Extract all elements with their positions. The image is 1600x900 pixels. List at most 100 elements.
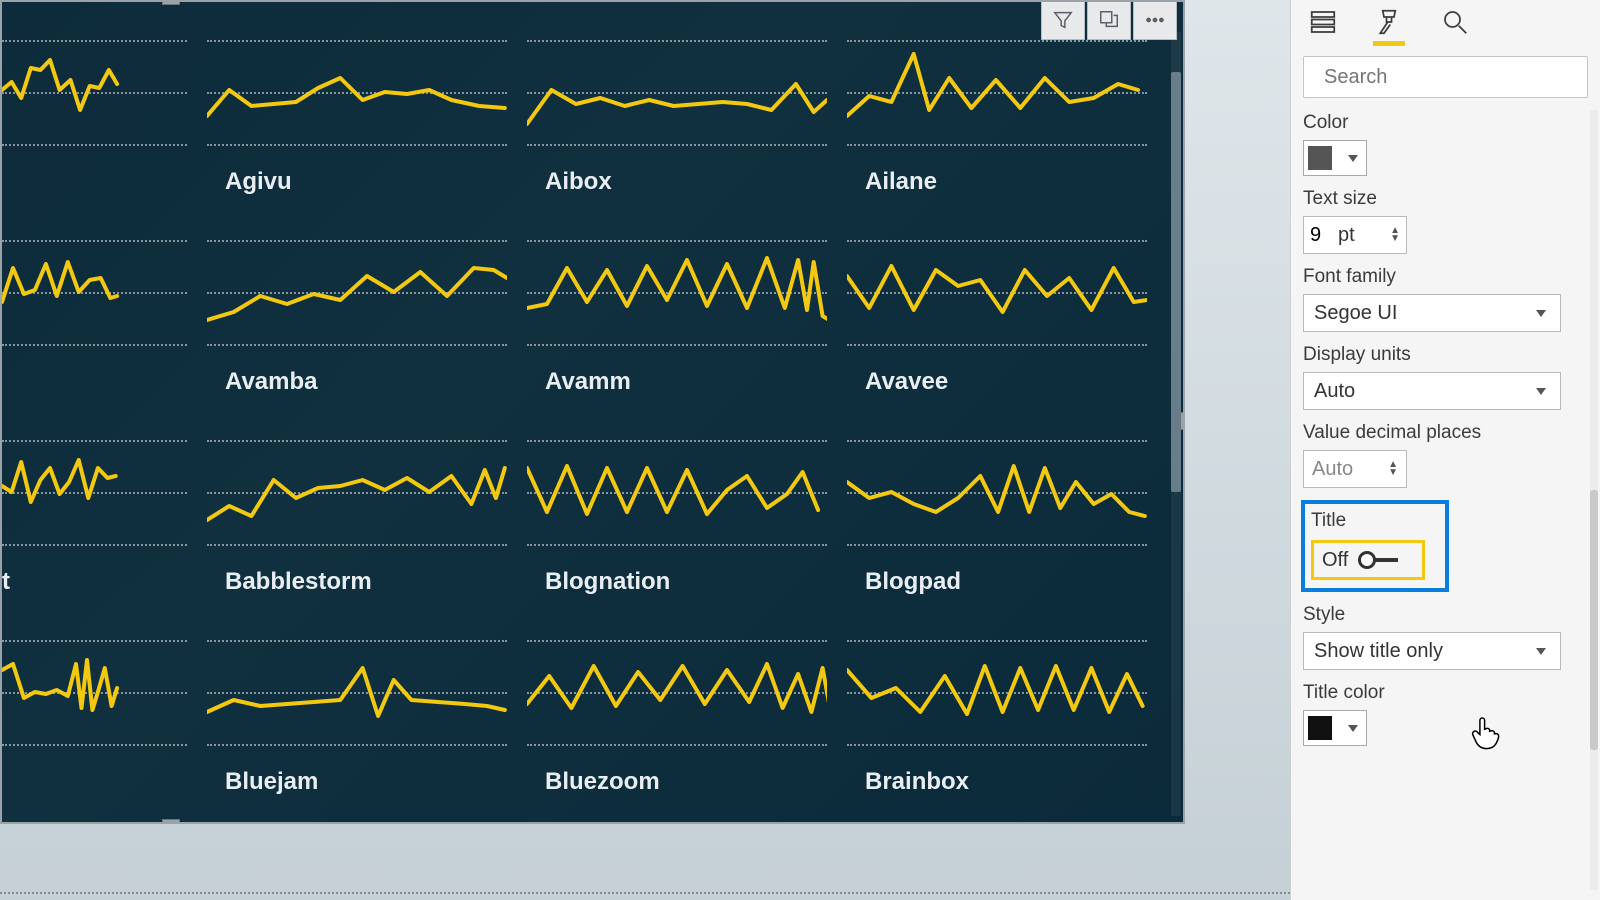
format-pane: Color Text size 9 pt ▲▼ Font family Sego…: [1290, 0, 1600, 900]
value-decimal-label: Value decimal places: [1303, 422, 1588, 444]
sparkline-label: Bluezoom: [545, 768, 660, 796]
chevron-down-icon: [1536, 310, 1546, 317]
sparkline-cell[interactable]: Babblestorm: [207, 420, 507, 620]
small-multiples-grid: Agivu Aibox Ailane Avamba Avamm Avavee t Babble…: [2, 20, 1163, 814]
sparkline-label: Bluejam: [225, 768, 318, 796]
chevron-down-icon: [1348, 725, 1358, 732]
sparkline-cell[interactable]: Blogpad: [847, 420, 1147, 620]
text-size-label: Text size: [1303, 188, 1588, 210]
sparkline-label: Aibox: [545, 168, 612, 196]
sparkline-cell[interactable]: Brainbox: [847, 620, 1147, 820]
sparkline-cell[interactable]: t: [2, 420, 187, 620]
fields-tab-icon[interactable]: [1305, 4, 1341, 40]
sparkline-cell[interactable]: Ailane: [847, 20, 1147, 220]
title-color-field: Title color: [1303, 682, 1588, 746]
sparkline-cell[interactable]: Bluezoom: [527, 620, 827, 820]
resize-handle-top[interactable]: [162, 0, 180, 5]
sparkline-label: Ailane: [865, 168, 937, 196]
sparkline-plot: [847, 20, 1147, 160]
style-label: Style: [1303, 604, 1588, 626]
sparkline-plot: [847, 220, 1147, 360]
sparkline-plot: [847, 420, 1147, 560]
chevron-down-icon: [1536, 648, 1546, 655]
pane-scrollbar[interactable]: [1590, 110, 1598, 890]
display-units-value: Auto: [1314, 380, 1355, 403]
text-size-unit: pt: [1338, 224, 1355, 247]
value-decimal-value: Auto: [1312, 458, 1353, 481]
title-toggle[interactable]: Off: [1311, 540, 1425, 580]
text-size-field: Text size 9 pt ▲▼: [1303, 188, 1588, 254]
sparkline-label: Avavee: [865, 368, 948, 396]
filter-icon-button[interactable]: [1041, 0, 1085, 40]
sparkline-plot: [847, 620, 1147, 760]
sparkline-label: t: [2, 568, 10, 596]
sparkline-cell[interactable]: [2, 220, 187, 420]
sparkline-label: Brainbox: [865, 768, 969, 796]
sparkline-plot: [207, 620, 507, 760]
resize-handle-bottom[interactable]: [162, 819, 180, 824]
sparkline-label: Babblestorm: [225, 568, 372, 596]
sparkline-cell[interactable]: Aibox: [527, 20, 827, 220]
font-family-select[interactable]: Segoe UI: [1303, 294, 1561, 332]
title-color-label: Title color: [1303, 682, 1588, 704]
sparkline-cell[interactable]: Agivu: [207, 20, 507, 220]
sparkline-plot: [207, 20, 507, 160]
sparkline-label: Avamba: [225, 368, 317, 396]
chevron-down-icon: [1536, 388, 1546, 395]
sparkline-plot: [527, 620, 827, 760]
value-decimal-field: Value decimal places Auto ▲▼: [1303, 422, 1588, 488]
pane-scrollbar-thumb[interactable]: [1590, 490, 1598, 750]
color-field: Color: [1303, 112, 1588, 176]
text-size-stepper[interactable]: ▲▼: [1390, 227, 1400, 243]
analytics-tab-icon[interactable]: [1437, 4, 1473, 40]
sparkline-cell[interactable]: Avamba: [207, 220, 507, 420]
color-picker[interactable]: [1303, 140, 1367, 176]
more-options-icon-button[interactable]: [1133, 0, 1177, 40]
format-tab-icon[interactable]: [1371, 4, 1407, 40]
title-color-swatch: [1308, 716, 1332, 740]
sparkline-cell[interactable]: Avavee: [847, 220, 1147, 420]
sparkline-cell[interactable]: Avamm: [527, 220, 827, 420]
font-family-label: Font family: [1303, 266, 1588, 288]
chevron-down-icon: [1348, 155, 1358, 162]
style-field: Style Show title only: [1303, 604, 1588, 670]
sparkline-cell[interactable]: Blognation: [527, 420, 827, 620]
resize-handle-right[interactable]: [1180, 412, 1185, 430]
text-size-input[interactable]: 9 pt ▲▼: [1303, 216, 1407, 254]
color-swatch: [1308, 146, 1332, 170]
toggle-switch-icon: [1356, 551, 1400, 569]
sparkline-cell[interactable]: [2, 20, 187, 220]
sparkline-plot: [207, 420, 507, 560]
sparkline-plot: [2, 420, 187, 560]
sparkline-cell[interactable]: Bluejam: [207, 620, 507, 820]
sparkline-plot: [2, 20, 187, 160]
sparkline-plot: [2, 620, 187, 760]
display-units-field: Display units Auto: [1303, 344, 1588, 410]
format-search-input[interactable]: [1324, 66, 1589, 89]
title-section-highlight: Title Off: [1301, 500, 1449, 592]
value-decimal-stepper[interactable]: ▲▼: [1388, 461, 1398, 477]
pane-tabs: [1301, 4, 1590, 46]
sparkline-cell[interactable]: [2, 620, 187, 820]
title-toggle-state: Off: [1322, 549, 1348, 572]
small-multiples-visual[interactable]: Agivu Aibox Ailane Avamba Avamm Avavee t Babble…: [0, 0, 1185, 824]
value-decimal-input[interactable]: Auto ▲▼: [1303, 450, 1407, 488]
style-select[interactable]: Show title only: [1303, 632, 1561, 670]
cursor-icon: [1471, 716, 1501, 750]
display-units-label: Display units: [1303, 344, 1588, 366]
report-canvas[interactable]: Agivu Aibox Ailane Avamba Avamm Avavee t Babble…: [0, 0, 1290, 900]
sparkline-plot: [2, 220, 187, 360]
font-family-value: Segoe UI: [1314, 302, 1397, 325]
focus-mode-icon-button[interactable]: [1087, 0, 1131, 40]
title-color-picker[interactable]: [1303, 710, 1367, 746]
sparkline-label: Blogpad: [865, 568, 961, 596]
sparkline-label: Avamm: [545, 368, 631, 396]
sparkline-plot: [527, 220, 827, 360]
sparkline-label: Blognation: [545, 568, 670, 596]
sparkline-plot: [527, 420, 827, 560]
sparkline-plot: [207, 220, 507, 360]
title-label: Title: [1311, 510, 1439, 532]
text-size-value: 9: [1310, 224, 1338, 247]
format-search[interactable]: [1303, 56, 1588, 98]
display-units-select[interactable]: Auto: [1303, 372, 1561, 410]
